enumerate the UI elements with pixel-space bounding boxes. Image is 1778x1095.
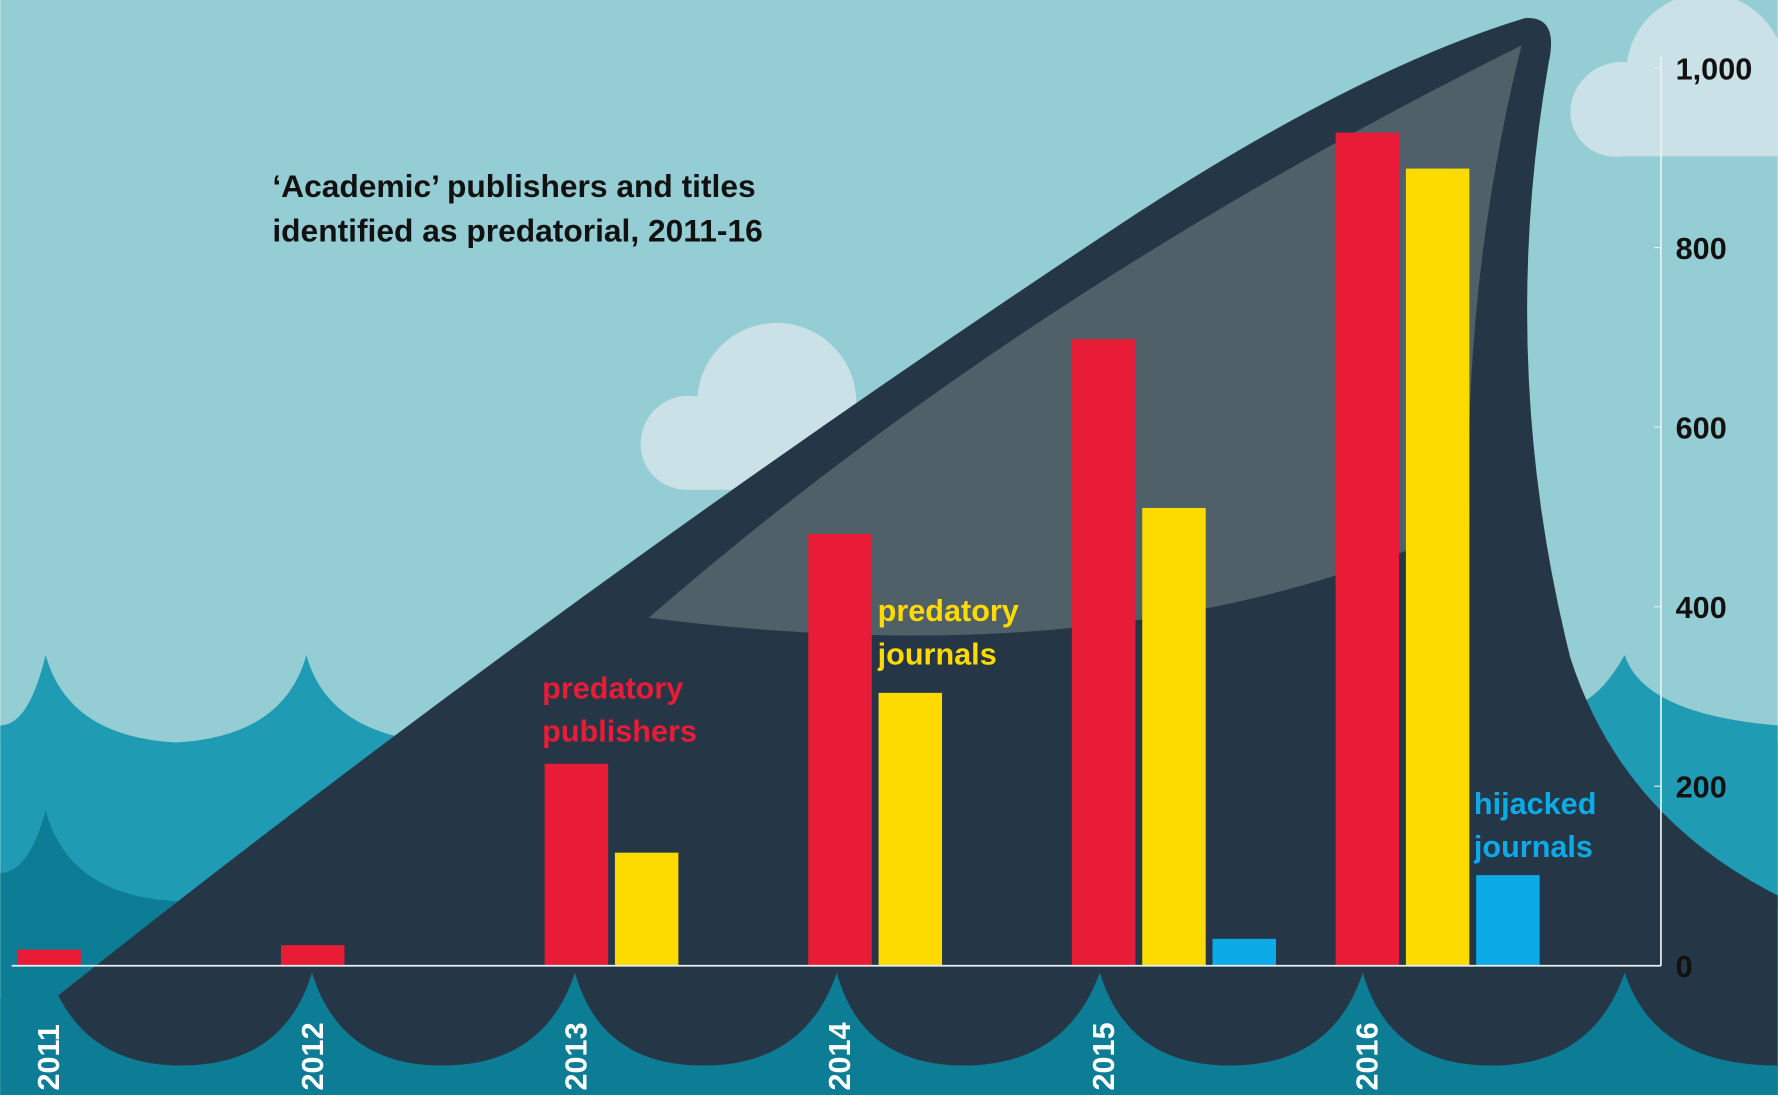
bar [17, 949, 81, 966]
y-tick-label: 0 [1676, 950, 1693, 984]
cloud [1570, 0, 1778, 157]
bar [1476, 875, 1540, 966]
bar [614, 852, 679, 966]
legend-label: predatory publishers [542, 671, 697, 749]
bar [1142, 507, 1206, 966]
x-tick-label: 2014 [823, 1022, 857, 1090]
bar [1405, 168, 1470, 966]
title-box: ‘Academic’ publishers and titles identif… [272, 168, 763, 249]
y-tick-label: 800 [1676, 232, 1727, 266]
x-tick-label: 2013 [560, 1022, 594, 1090]
y-tick-label: 400 [1676, 591, 1727, 625]
bar [1212, 938, 1276, 966]
bar [878, 692, 943, 966]
chart-title: ‘Academic’ publishers and titles identif… [272, 168, 763, 249]
legend-box: predatory journals [877, 593, 1019, 672]
wave-front [0, 972, 1778, 1095]
y-tick-label: 1,000 [1676, 52, 1753, 86]
x-tick-label: 2012 [296, 1022, 330, 1090]
x-tick-label: 2011 [32, 1024, 66, 1090]
bar [280, 945, 345, 966]
x-tick-label: 2016 [1351, 1022, 1385, 1090]
legend-box: predatory publishers [542, 671, 697, 749]
legend-label: predatory journals [877, 593, 1019, 672]
bar [808, 533, 872, 966]
y-tick-label: 200 [1676, 771, 1727, 805]
y-tick-label: 600 [1676, 411, 1727, 445]
bar [1071, 339, 1136, 966]
legend-box: hijacked journals [1473, 786, 1597, 864]
x-tick-label: 2015 [1087, 1022, 1121, 1090]
bar [1335, 132, 1400, 966]
legend-label: hijacked journals [1473, 786, 1597, 864]
bar [544, 763, 609, 966]
